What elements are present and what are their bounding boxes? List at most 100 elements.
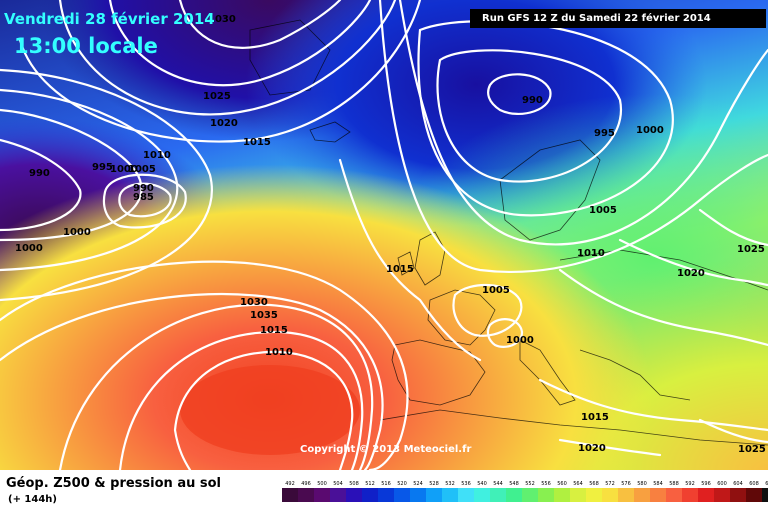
scale-step-swatch (474, 488, 490, 502)
scale-step-swatch (570, 488, 586, 502)
legend-title: Géop. Z500 & pression au sol (6, 476, 221, 491)
scale-step-swatch (282, 488, 298, 502)
isobar-1010-east (558, 268, 768, 347)
isobar-1030-north (178, 0, 342, 49)
scale-step: 528 (426, 480, 442, 502)
isobar-1030-highring (118, 330, 364, 470)
scale-step-swatch (666, 488, 682, 502)
isobar-label: 1015 (260, 325, 288, 336)
isobar-label: 1000 (110, 164, 138, 175)
coast-ireland (397, 251, 415, 276)
scale-step-label: 600 (717, 481, 727, 487)
scale-step-swatch (762, 488, 768, 502)
scale-step: 492 (282, 480, 298, 502)
scale-step: 508 (346, 480, 362, 502)
isobar-north-low-995 (436, 49, 623, 183)
scale-step: 580 (634, 480, 650, 502)
model-run-banner: Run GFS 12 Z du Samedi 22 février 2014 (470, 9, 766, 28)
coast-eastern-europe (559, 249, 768, 291)
scale-step: 608 (746, 480, 762, 502)
scale-step: 564 (570, 480, 586, 502)
isobar-1020-highring (0, 293, 384, 470)
isobar-label: 1015 (581, 412, 609, 423)
isobar-north-low-1005 (398, 0, 768, 246)
scale-step-swatch (602, 488, 618, 502)
scale-step-label: 568 (589, 481, 599, 487)
forecast-lead-time: (+ 144h) (8, 494, 57, 505)
scale-step: 516 (378, 480, 394, 502)
scale-step-swatch (698, 488, 714, 502)
isobar-1035-highring (173, 350, 354, 470)
scale-step: 560 (554, 480, 570, 502)
scale-step-label: 552 (525, 481, 535, 487)
isobar-1000-cutlow (486, 318, 524, 349)
isobar-label: 1015 (243, 137, 271, 148)
scale-step: 540 (474, 480, 490, 502)
scale-step-label: 556 (541, 481, 551, 487)
scale-step-swatch (618, 488, 634, 502)
scale-step-label: 612 (765, 481, 768, 487)
isobar-1025-highring (58, 303, 374, 470)
isobar-label: 990 (522, 95, 543, 106)
isobar-label: 995 (594, 128, 615, 139)
isobar-1010-central (378, 0, 768, 274)
scale-step-label: 548 (509, 481, 519, 487)
scale-step-swatch (714, 488, 730, 502)
isobar-1020-north (58, 0, 397, 116)
isobar-label: 1025 (203, 91, 231, 102)
isobar-1015-central (338, 158, 482, 362)
isobar-1020-east (618, 238, 768, 287)
isobar-label: 1000 (15, 243, 43, 254)
isobar-label: 1000 (63, 227, 91, 238)
scale-step: 512 (362, 480, 378, 502)
scale-step-swatch (410, 488, 426, 502)
isobar-1015-south (698, 418, 768, 444)
scale-step-swatch (378, 488, 394, 502)
scale-step-swatch (442, 488, 458, 502)
coast-iberia (391, 339, 486, 406)
isobar-label: 995 (92, 162, 113, 173)
scale-step-swatch (298, 488, 314, 502)
legend-footer: Géop. Z500 & pression au sol (+ 144h) 49… (0, 470, 768, 512)
copyright-notice: Copyright © 2013 Meteociel.fr (300, 444, 472, 455)
scale-step: 588 (666, 480, 682, 502)
scale-step: 612 (762, 480, 768, 502)
scale-step-label: 560 (557, 481, 567, 487)
scale-step-label: 592 (685, 481, 695, 487)
scale-step-label: 532 (445, 481, 455, 487)
scale-step: 520 (394, 480, 410, 502)
scale-step: 556 (538, 480, 554, 502)
scale-step: 584 (650, 480, 666, 502)
scale-step-swatch (586, 488, 602, 502)
forecast-date: Vendredi 28 février 2014 (4, 10, 215, 28)
isobar-1015-highring (0, 260, 409, 470)
scale-step-label: 580 (637, 481, 647, 487)
isobar-label: 1000 (506, 335, 534, 346)
scale-step: 500 (314, 480, 330, 502)
scale-step-label: 596 (701, 481, 711, 487)
coast-africa (379, 409, 768, 446)
scale-step: 592 (682, 480, 698, 502)
isobar-label: 1025 (737, 244, 765, 255)
coast-scandinavia (499, 139, 601, 241)
scale-step-label: 536 (461, 481, 471, 487)
coast-greenland (249, 19, 331, 96)
scale-step: 548 (506, 480, 522, 502)
scale-step-swatch (746, 488, 762, 502)
isobar-label: 1005 (589, 205, 617, 216)
isobar-label: 1005 (128, 164, 156, 175)
isobar-label: 1025 (738, 444, 766, 455)
isobar-990-west (0, 138, 82, 232)
isobar-label: 1005 (482, 285, 510, 296)
scale-step: 552 (522, 480, 538, 502)
scale-step-label: 508 (349, 481, 359, 487)
scale-step-swatch (458, 488, 474, 502)
scale-step-label: 516 (381, 481, 391, 487)
scale-step-label: 504 (333, 481, 343, 487)
scale-step-swatch (426, 488, 442, 502)
scale-step: 524 (410, 480, 426, 502)
scale-step: 536 (458, 480, 474, 502)
isobar-label: 1030 (240, 297, 268, 308)
scale-step-swatch (490, 488, 506, 502)
coast-uk (414, 231, 446, 286)
